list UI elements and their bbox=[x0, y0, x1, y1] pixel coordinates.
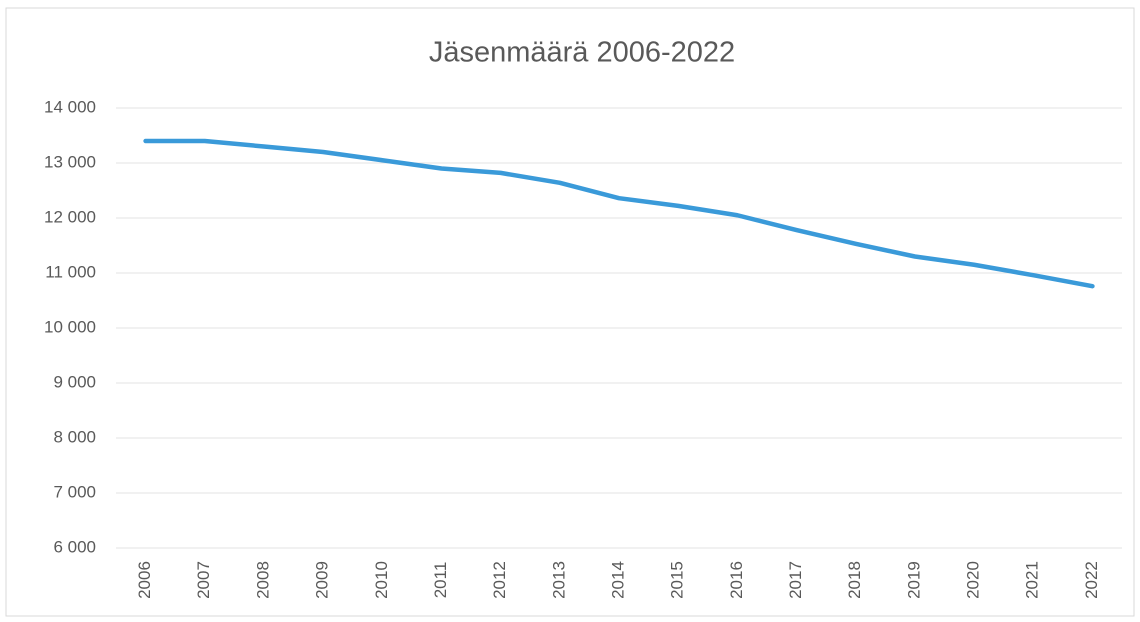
x-tick-label: 2015 bbox=[668, 561, 687, 599]
x-tick-label: 2007 bbox=[194, 561, 213, 599]
chart-border bbox=[5, 7, 1135, 617]
x-tick-label: 2012 bbox=[490, 561, 509, 599]
y-tick-label: 10 000 bbox=[44, 317, 96, 336]
x-tick-label: 2020 bbox=[964, 561, 983, 599]
x-tick-label: 2013 bbox=[549, 561, 568, 599]
y-tick-label: 8 000 bbox=[53, 427, 96, 446]
x-tick-label: 2019 bbox=[904, 561, 923, 599]
chart-title: Jäsenmäärä 2006-2022 bbox=[429, 37, 735, 69]
x-tick-label: 2017 bbox=[786, 561, 805, 599]
y-tick-label: 14 000 bbox=[44, 97, 96, 116]
y-tick-label: 9 000 bbox=[53, 372, 96, 391]
data-line bbox=[143, 138, 1095, 289]
y-tick-label: 13 000 bbox=[44, 152, 96, 171]
x-tick-label: 2006 bbox=[135, 561, 154, 599]
x-tick-label: 2008 bbox=[253, 561, 272, 599]
y-tick-label: 7 000 bbox=[53, 482, 96, 501]
x-tick-label: 2021 bbox=[1023, 561, 1042, 599]
x-tick-label: 2014 bbox=[608, 561, 627, 599]
x-tick-label: 2011 bbox=[431, 562, 450, 599]
y-tick-label: 6 000 bbox=[53, 537, 96, 556]
x-tick-label: 2022 bbox=[1082, 561, 1101, 599]
y-tick-label: 12 000 bbox=[44, 207, 96, 226]
x-tick-label: 2009 bbox=[313, 561, 332, 599]
y-tick-label: 11 000 bbox=[45, 262, 96, 281]
x-tick-label: 2018 bbox=[845, 561, 864, 599]
x-tick-label: 2016 bbox=[727, 561, 746, 599]
x-tick-label: 2010 bbox=[372, 561, 391, 599]
